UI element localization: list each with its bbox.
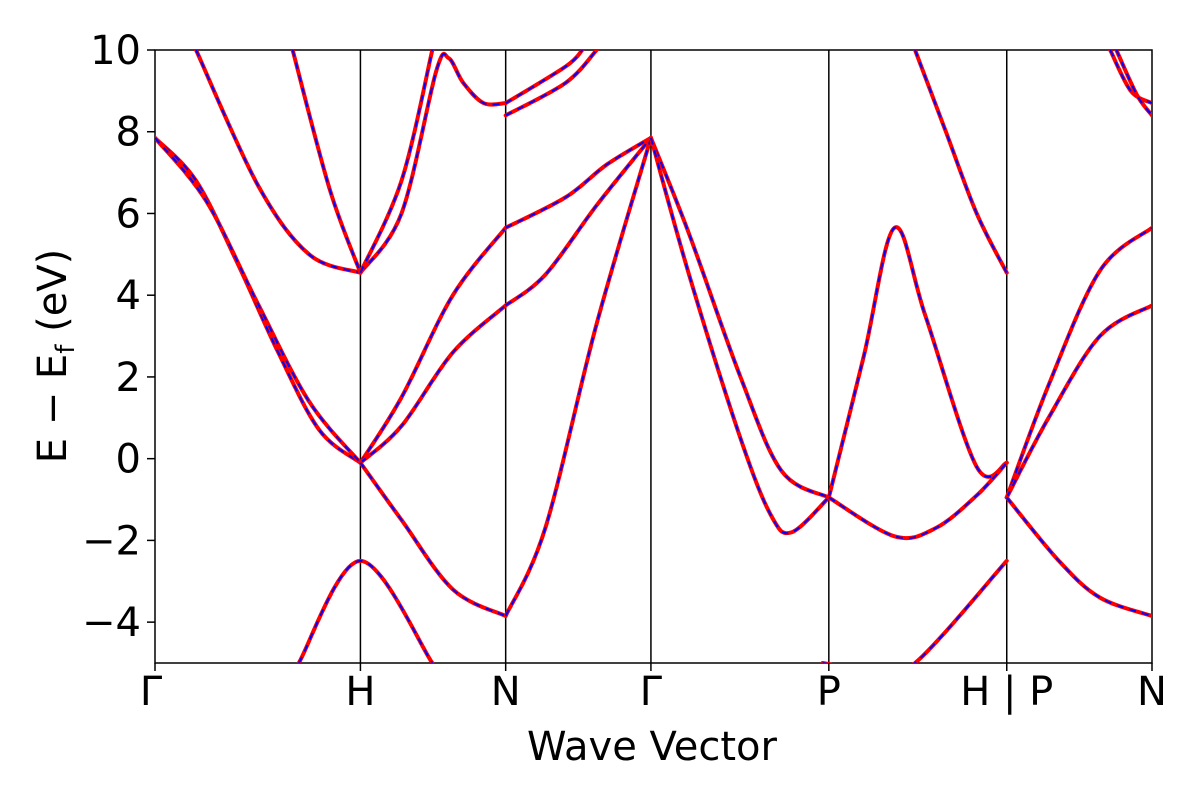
band-line-8 [358,460,508,618]
plot-area [154,49,1153,664]
band-line-dashed-24 [1109,50,1152,105]
band-line-dashed-7 [359,304,507,464]
band-line-2 [194,50,363,275]
band-line-dashed-13 [505,137,652,307]
band-line-dashed-4 [359,52,506,274]
band-line-5 [358,50,435,275]
band-line-24 [1108,50,1152,106]
band-line-dashed-22 [1005,304,1152,498]
band-line-25 [1114,50,1152,118]
band-line-9 [296,558,435,663]
y-axis-title: E − Ef (eV) [30,249,81,464]
band-line-16 [648,135,831,536]
band-line-dashed-17 [827,226,1008,498]
band-line-dashed-25 [1115,50,1152,117]
y-tick-label: 10 [90,28,141,74]
x-axis-title: Wave Vector [527,724,778,770]
x-tick-label: P [817,669,841,715]
x-axis-ticks: Γ H N Γ P H | P N [140,663,1167,715]
band-line-dashed-10 [505,50,598,117]
x-tick-label: Γ [140,669,163,715]
y-tick-label: 8 [116,110,141,156]
bands [155,50,1152,663]
band-line-14 [503,135,653,618]
band-line-dashed-12 [505,137,652,229]
band-line-22 [1004,303,1152,500]
x-tick-label: H [345,669,375,715]
band-line-dashed-14 [504,137,652,617]
band-line-17 [826,225,1009,500]
band-line-dashed-23 [1005,496,1152,617]
band-line-dashed-3 [291,50,362,274]
band-line-dashed-9 [297,559,434,663]
x-tick-label: N [491,669,521,715]
band-line-19 [820,558,1009,663]
x-tick-label: Γ [640,669,663,715]
y-tick-label: 0 [116,437,141,483]
band-line-20 [913,50,1009,275]
band-line-dashed-16 [649,137,830,535]
band-line-4 [358,51,508,275]
band-line-dashed-18 [828,462,1008,540]
x-tick-label: N [1137,669,1167,715]
band-line-dashed-15 [650,137,830,499]
y-tick-label: 2 [116,355,141,401]
band-line-dashed-11 [505,50,584,104]
band-line-dashed-8 [359,462,507,617]
band-line-3 [290,50,363,275]
band-line-15 [648,135,831,500]
band-line-dashed-19 [822,560,1008,663]
band-line-13 [503,135,653,308]
y-tick-label: 6 [116,191,141,237]
band-line-23 [1004,495,1152,618]
band-line-dashed-21 [1005,226,1152,498]
y-axis-ticks: −4 −2 0 2 4 6 8 10 [82,28,155,646]
band-line-10 [503,50,599,118]
y-tick-label: −2 [82,518,141,564]
band-line-6 [358,225,508,465]
x-tick-label: H | P [960,669,1053,715]
y-tick-label: 4 [116,273,141,319]
band-line-dashed-20 [914,50,1008,274]
band-line-dashed-5 [359,50,434,274]
band-line-dashed-2 [195,50,361,274]
y-tick-label: −4 [82,600,141,646]
y-axis-title-text: E − Ef (eV) [30,249,81,464]
plot-frame [154,49,1153,664]
band-line-dashed-1 [155,137,362,464]
